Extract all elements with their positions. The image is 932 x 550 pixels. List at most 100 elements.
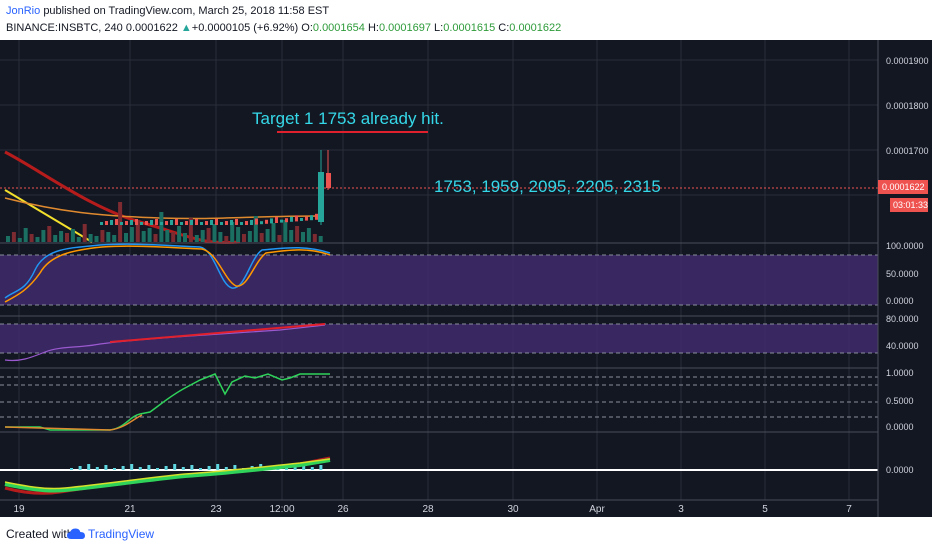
macd-histogram-bar xyxy=(207,466,211,470)
candle xyxy=(150,220,153,225)
last-price: 0.0001622 xyxy=(125,22,178,34)
publish-info: published on TradingView.com, March 25, … xyxy=(43,5,330,17)
candle xyxy=(315,213,318,220)
candle xyxy=(270,218,273,224)
volume-bar xyxy=(295,226,300,242)
volume-bar xyxy=(236,227,241,242)
candle xyxy=(285,218,288,223)
price-change: +0.0000105 (+6.92%) xyxy=(191,22,299,34)
volume-bar xyxy=(183,233,187,242)
price-panel: Target 1 1753 already hit. 1753, 1959, 2… xyxy=(0,109,878,245)
candle xyxy=(185,221,188,225)
time-tick: Apr xyxy=(589,504,605,515)
candle xyxy=(135,219,138,225)
close-value: 0.0001622 xyxy=(509,22,562,34)
time-tick: 28 xyxy=(422,504,434,515)
candle xyxy=(195,219,198,225)
candle xyxy=(120,222,123,225)
indicator-panels xyxy=(0,242,878,495)
countdown-tag xyxy=(890,198,928,212)
candle xyxy=(165,221,168,225)
created-with-text: Created with xyxy=(6,527,74,541)
candle xyxy=(280,219,283,223)
osc-tick: 0.5000 xyxy=(886,396,914,406)
cloud-logo-icon xyxy=(67,528,85,539)
candle xyxy=(215,219,218,225)
open-value: 0.0001654 xyxy=(312,22,365,34)
volume-bar xyxy=(141,231,146,242)
volume-bar xyxy=(11,232,16,242)
candle xyxy=(145,221,148,225)
candle xyxy=(110,220,113,225)
chart-canvas[interactable]: Target 1 1753 already hit. 1753, 1959, 2… xyxy=(0,40,932,517)
macd-tick: 0.0000 xyxy=(886,465,914,475)
volume-bar xyxy=(271,223,276,242)
volume-bar xyxy=(194,235,199,242)
stoch-tick: 50.0000 xyxy=(886,269,919,279)
rsi-tick: 40.0000 xyxy=(886,341,919,351)
trendline xyxy=(4,189,93,243)
candle xyxy=(170,220,173,225)
volume-bar xyxy=(53,235,58,242)
candle xyxy=(100,222,103,225)
volume-bar xyxy=(265,229,270,242)
volume-bar xyxy=(289,230,294,242)
up-arrow-icon: ▲ xyxy=(180,22,192,34)
candle xyxy=(140,222,143,225)
volume-bar xyxy=(153,234,158,242)
macd-histogram-bar xyxy=(199,468,202,470)
time-tick: 5 xyxy=(762,504,768,515)
volume-bar xyxy=(200,230,205,242)
macd-histogram-bar xyxy=(319,465,323,470)
osc-line-orange xyxy=(4,414,143,431)
candle xyxy=(155,219,158,225)
macd-histogram-bar xyxy=(173,464,177,470)
candle xyxy=(160,222,163,225)
last-price-tag xyxy=(878,180,928,194)
candle xyxy=(235,219,238,225)
candle xyxy=(210,220,213,225)
time-tick: 12:00 xyxy=(269,504,294,515)
candle xyxy=(180,222,183,225)
candle xyxy=(230,220,233,225)
time-tick: 7 xyxy=(846,504,852,515)
rsi-tick: 80.0000 xyxy=(886,314,919,324)
volume-bar xyxy=(259,233,264,242)
candle xyxy=(305,216,308,221)
volume-bar xyxy=(129,227,134,242)
candle xyxy=(255,218,258,225)
volume-bar xyxy=(318,236,323,242)
candle xyxy=(290,216,293,222)
macd-histogram-bar xyxy=(233,465,237,470)
volume-bar xyxy=(17,238,22,242)
tradingview-brand[interactable]: TradingView xyxy=(88,527,155,541)
volume-bar xyxy=(253,216,258,242)
macd-histogram-bar xyxy=(121,466,125,470)
time-tick: 21 xyxy=(124,504,136,515)
low-value: 0.0001615 xyxy=(443,22,496,34)
macd-histogram-bar xyxy=(285,468,288,470)
volume-bar xyxy=(88,234,93,242)
time-tick: 3 xyxy=(678,504,684,515)
time-tick: 30 xyxy=(507,504,519,515)
author-link[interactable]: JonRio xyxy=(6,5,41,17)
candle xyxy=(175,219,178,225)
macd-histogram-bar xyxy=(302,464,306,470)
macd-histogram-bar xyxy=(70,468,73,470)
candle xyxy=(240,222,243,225)
volume-bar xyxy=(76,237,81,242)
low-label: L: xyxy=(434,22,444,34)
macd-histogram-bar xyxy=(310,467,314,470)
publish-line: JonRio published on TradingView.com, Mar… xyxy=(6,5,329,17)
open-label: O: xyxy=(301,22,313,34)
price-tick: 0.0001700 xyxy=(886,146,929,156)
candle xyxy=(245,221,248,225)
symbol-line: BINANCE:INSBTC, 240 0.0001622 ▲+0.000010… xyxy=(6,22,561,34)
macd-histogram-bar xyxy=(147,465,151,470)
volume-bar xyxy=(65,233,69,242)
volume-bar xyxy=(218,232,223,242)
candle xyxy=(225,221,228,225)
macd-histogram-bar xyxy=(224,467,228,470)
candle xyxy=(295,215,298,222)
volume-bar xyxy=(29,234,34,242)
